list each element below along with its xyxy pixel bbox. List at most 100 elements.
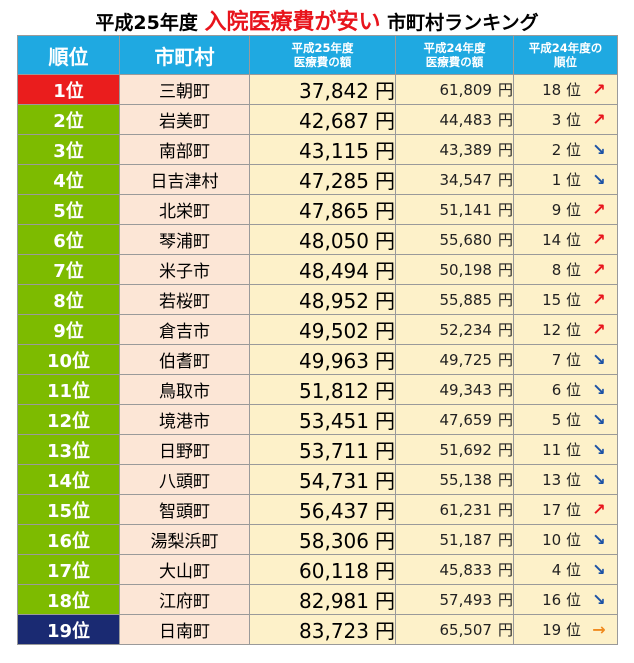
prev-rank-value: 17 位 xyxy=(542,501,581,519)
amount25-value: 60,118 xyxy=(299,559,369,583)
amount25-cell: 48,952 円 xyxy=(249,284,396,315)
table-row: 15位 智頭町 56,437 円 61,231 円 17 位 ↗ xyxy=(17,494,618,525)
amount25-unit: 円 xyxy=(375,559,395,583)
amount24-value: 51,187 xyxy=(439,531,492,549)
amount24-cell: 61,231 円 xyxy=(395,494,514,525)
rank-cell: 10位 xyxy=(17,344,120,375)
amount24-unit: 円 xyxy=(497,441,513,459)
amount25-value: 56,437 xyxy=(299,499,369,523)
rank-cell: 1位 xyxy=(17,74,120,105)
amount25-unit: 円 xyxy=(375,319,395,343)
amount24-value: 47,659 xyxy=(439,411,492,429)
amount24-cell: 34,547 円 xyxy=(395,164,514,195)
amount24-cell: 51,692 円 xyxy=(395,434,514,465)
prev-rank-cell: 18 位 ↗ xyxy=(513,74,618,105)
amount24-cell: 65,507 円 xyxy=(395,614,514,645)
table-row: 6位 琴浦町 48,050 円 55,680 円 14 位 ↗ xyxy=(17,224,618,255)
prev-rank-value: 14 位 xyxy=(542,231,581,249)
amount25-cell: 53,711 円 xyxy=(249,434,396,465)
amount24-unit: 円 xyxy=(497,471,513,489)
amount25-value: 48,952 xyxy=(299,289,369,313)
title-suffix: 市町村ランキング xyxy=(387,12,539,34)
amount25-cell: 82,981 円 xyxy=(249,584,396,615)
prev-rank-cell: 12 位 ↗ xyxy=(513,314,618,345)
amount24-unit: 円 xyxy=(497,141,513,159)
amount24-unit: 円 xyxy=(497,531,513,549)
amount25-unit: 円 xyxy=(375,349,395,373)
rank-cell: 4位 xyxy=(17,164,120,195)
rank-cell: 9位 xyxy=(17,314,120,345)
amount24-unit: 円 xyxy=(497,411,513,429)
amount24-unit: 円 xyxy=(497,381,513,399)
arrow-down-right-icon: ↘ xyxy=(592,470,606,489)
prev-rank-cell: 14 位 ↗ xyxy=(513,224,618,255)
amount25-cell: 47,865 円 xyxy=(249,194,396,225)
header-prev-rank: 平成24年度の 順位 xyxy=(513,35,618,75)
prev-rank-cell: 1 位 ↘ xyxy=(513,164,618,195)
amount25-value: 48,494 xyxy=(299,259,369,283)
amount25-cell: 53,451 円 xyxy=(249,404,396,435)
table-row: 19位 日南町 83,723 円 65,507 円 19 位 → xyxy=(17,614,618,645)
prev-rank-value: 1 位 xyxy=(551,171,581,189)
amount24-unit: 円 xyxy=(497,321,513,339)
amount25-value: 83,723 xyxy=(299,619,369,643)
prev-rank-value: 3 位 xyxy=(551,111,581,129)
amount24-unit: 円 xyxy=(497,291,513,309)
prev-rank-cell: 7 位 ↘ xyxy=(513,344,618,375)
amount24-value: 61,231 xyxy=(439,501,492,519)
arrow-down-right-icon: ↘ xyxy=(592,590,606,609)
prev-rank-cell: 8 位 ↗ xyxy=(513,254,618,285)
amount24-value: 65,507 xyxy=(439,621,492,639)
header-amount25-line2: 医療費の額 xyxy=(293,55,352,69)
amount24-cell: 55,680 円 xyxy=(395,224,514,255)
amount24-cell: 45,833 円 xyxy=(395,554,514,585)
prev-rank-value: 2 位 xyxy=(551,141,581,159)
table-row: 14位 八頭町 54,731 円 55,138 円 13 位 ↘ xyxy=(17,464,618,495)
rank-cell: 19位 xyxy=(17,614,120,645)
arrow-down-right-icon: ↘ xyxy=(592,170,606,189)
amount24-unit: 円 xyxy=(497,591,513,609)
amount24-cell: 52,234 円 xyxy=(395,314,514,345)
amount25-value: 54,731 xyxy=(299,469,369,493)
amount24-value: 34,547 xyxy=(439,171,492,189)
amount25-cell: 56,437 円 xyxy=(249,494,396,525)
amount24-value: 49,343 xyxy=(439,381,492,399)
amount25-cell: 49,963 円 xyxy=(249,344,396,375)
rank-cell: 13位 xyxy=(17,434,120,465)
rank-cell: 18位 xyxy=(17,584,120,615)
amount24-cell: 43,389 円 xyxy=(395,134,514,165)
prev-rank-value: 13 位 xyxy=(542,471,581,489)
amount24-value: 44,483 xyxy=(439,111,492,129)
arrow-up-right-icon: ↗ xyxy=(592,500,606,519)
table-row: 13位 日野町 53,711 円 51,692 円 11 位 ↘ xyxy=(17,434,618,465)
arrow-up-right-icon: ↗ xyxy=(592,200,606,219)
amount25-value: 47,285 xyxy=(299,169,369,193)
header-rank: 順位 xyxy=(17,35,120,75)
amount25-unit: 円 xyxy=(375,229,395,253)
rank-cell: 17位 xyxy=(17,554,120,585)
amount25-value: 43,115 xyxy=(299,139,369,163)
table-row: 1位 三朝町 37,842 円 61,809 円 18 位 ↗ xyxy=(17,74,618,105)
header-amount25: 平成25年度 医療費の額 xyxy=(249,35,396,75)
amount25-cell: 60,118 円 xyxy=(249,554,396,585)
amount25-unit: 円 xyxy=(375,109,395,133)
header-amount25-line1: 平成25年度 xyxy=(291,41,354,55)
town-cell: 岩美町 xyxy=(119,104,250,135)
amount25-cell: 49,502 円 xyxy=(249,314,396,345)
table-row: 7位 米子市 48,494 円 50,198 円 8 位 ↗ xyxy=(17,254,618,285)
amount24-value: 45,833 xyxy=(439,561,492,579)
amount25-unit: 円 xyxy=(375,139,395,163)
prev-rank-value: 10 位 xyxy=(542,531,581,549)
amount24-value: 52,234 xyxy=(439,321,492,339)
amount25-unit: 円 xyxy=(375,259,395,283)
header-amount24-line2: 医療費の額 xyxy=(425,55,484,69)
amount25-cell: 37,842 円 xyxy=(249,74,396,105)
town-cell: 倉吉市 xyxy=(119,314,250,345)
amount25-value: 49,502 xyxy=(299,319,369,343)
amount24-unit: 円 xyxy=(497,81,513,99)
amount24-cell: 55,138 円 xyxy=(395,464,514,495)
amount24-unit: 円 xyxy=(497,261,513,279)
title-highlight: 入院医療費が安い xyxy=(204,10,381,35)
amount24-value: 43,389 xyxy=(439,141,492,159)
rank-cell: 3位 xyxy=(17,134,120,165)
